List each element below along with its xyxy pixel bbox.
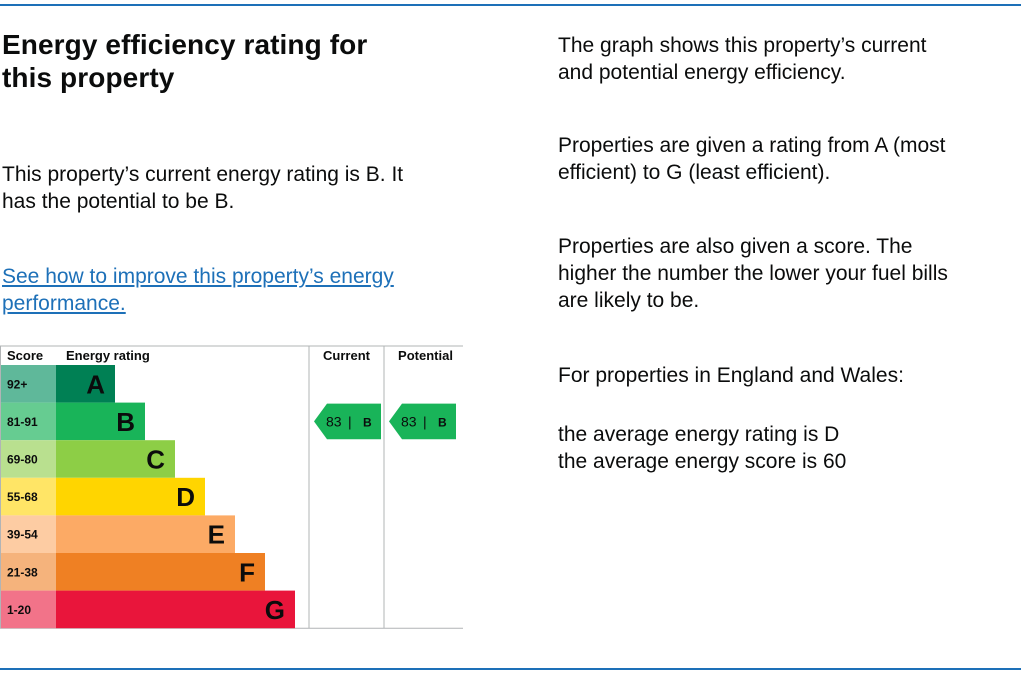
rating-letter-f: F [239, 557, 255, 587]
score-cell-g [1, 590, 56, 629]
score-cell-a [1, 365, 56, 403]
rating-range-line-2: efficient) to G (least efficient). [558, 161, 831, 184]
current-score-value: 83 [326, 413, 342, 429]
average-score-text: the average energy score is 60 [558, 450, 847, 473]
score-label-b: 81-91 [7, 415, 38, 429]
improve-performance-link[interactable]: See how to improve this property’s energ… [2, 263, 472, 317]
current-rating-line-1: This property’s current energy rating is… [2, 163, 404, 186]
score-cell-e [1, 515, 56, 553]
potential-rating-arrow [389, 403, 456, 440]
rating-letter-c: C [146, 445, 165, 475]
score-label-f: 21-38 [7, 565, 38, 579]
current-rating-letter: B [363, 415, 372, 429]
region-text: For properties in England and Wales: [558, 364, 904, 387]
energy-rating-chart: Score Energy rating Current Potential 92+ A 81… [0, 345, 463, 629]
score-label-a: 92+ [7, 377, 27, 391]
score-cell-d [1, 477, 56, 516]
rating-range-line-1: Properties are given a rating from A (mo… [558, 134, 946, 157]
rating-letter-b: B [116, 407, 135, 437]
current-rating-text: This property’s current energy rating is… [2, 161, 472, 215]
score-cell-c [1, 440, 56, 478]
rating-letter-e: E [208, 520, 225, 550]
potential-rating-letter: B [438, 415, 447, 429]
rating-bar-f [56, 553, 265, 591]
rating-range-explainer: Properties are given a rating from A (mo… [558, 132, 1018, 186]
score-label-g: 1-20 [7, 603, 31, 617]
potential-column-header: Potential [398, 348, 453, 363]
rating-letter-a: A [86, 369, 105, 399]
score-explainer: Properties are also given a score. The h… [558, 233, 1018, 314]
rating-bar-g [56, 590, 295, 629]
rating-bar-a [56, 365, 115, 403]
score-explainer-line-1: Properties are also given a score. The [558, 235, 913, 258]
improve-link-line-2[interactable]: performance. [2, 292, 126, 315]
score-explainer-line-2: higher the number the lower your fuel bi… [558, 262, 948, 285]
current-rating-arrow [314, 403, 381, 440]
average-stats: the average energy rating is D the avera… [558, 421, 1018, 475]
rating-letter-g: G [265, 595, 285, 625]
score-label-c: 69-80 [7, 453, 38, 467]
bottom-divider [0, 668, 1021, 670]
top-divider [0, 4, 1021, 6]
page-title-line-1: Energy efficiency rating for [2, 29, 368, 60]
score-label-e: 39-54 [7, 528, 38, 542]
score-cell-b [1, 402, 56, 441]
average-rating-text: the average energy rating is D [558, 423, 840, 446]
score-explainer-line-3: are likely to be. [558, 289, 700, 312]
page-title-line-2: this property [2, 62, 175, 93]
potential-separator: | [423, 413, 427, 429]
graph-explainer-line-1: The graph shows this property’s current [558, 34, 927, 57]
current-column-header: Current [323, 348, 371, 363]
rating-column-header: Energy rating [66, 348, 150, 363]
current-separator: | [348, 413, 352, 429]
score-column-header: Score [7, 348, 43, 363]
rating-bar-c [56, 440, 175, 478]
rating-bar-d [56, 477, 205, 516]
score-cell-f [1, 553, 56, 591]
rating-bar-e [56, 515, 235, 553]
rating-letter-d: D [176, 482, 195, 512]
graph-explainer-line-2: and potential energy efficiency. [558, 61, 846, 84]
improve-link-line-1[interactable]: See how to improve this property’s energ… [2, 265, 394, 288]
rating-bar-b [56, 402, 145, 441]
rating-summary: Energy efficiency rating for this proper… [2, 28, 472, 315]
page-title: Energy efficiency rating for this proper… [2, 28, 472, 94]
current-rating-line-2: has the potential to be B. [2, 190, 235, 213]
score-label-d: 55-68 [7, 490, 38, 504]
potential-score-value: 83 [401, 413, 417, 429]
graph-explainer: The graph shows this property’s current … [558, 32, 1018, 86]
